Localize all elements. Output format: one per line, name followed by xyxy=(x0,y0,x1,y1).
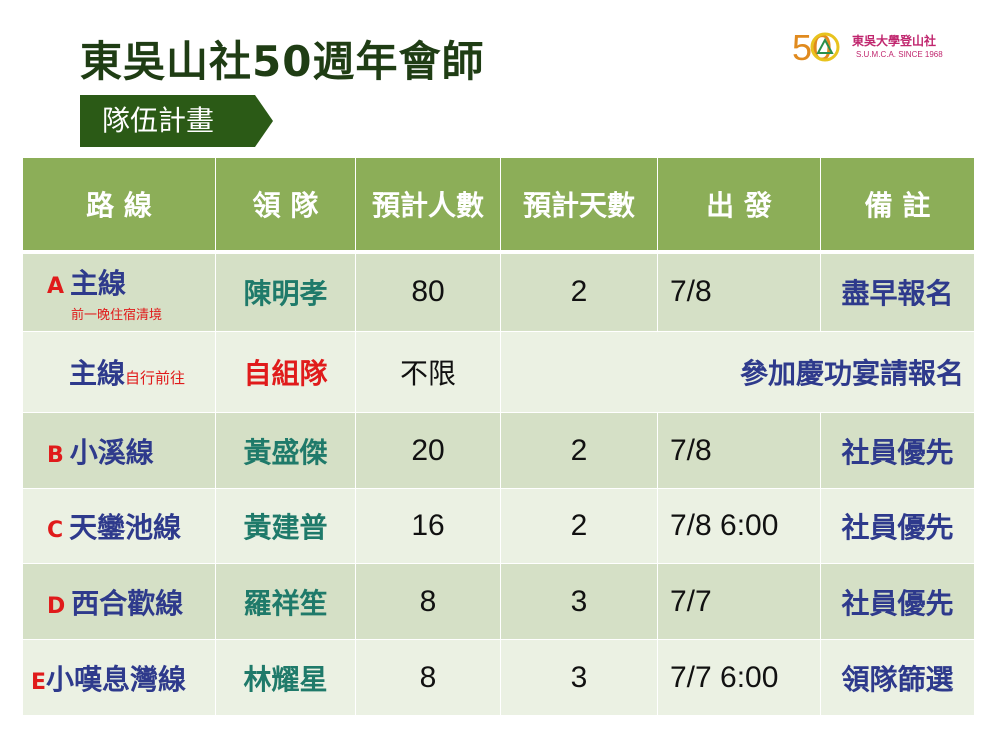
table-row: E小嘆息灣線 林耀星 8 3 7/7 6:00 領隊篩選 xyxy=(22,639,975,716)
days-cell: 3 xyxy=(500,639,658,716)
leader-cell: 自組隊 xyxy=(215,331,356,413)
route-letter: C xyxy=(47,518,64,543)
route-letter: A xyxy=(47,273,65,299)
route-cell: E小嘆息灣線 xyxy=(22,639,216,716)
remark-cell: 社員優先 xyxy=(820,488,975,564)
route-note: 前一晚住宿清境 xyxy=(71,307,163,323)
leader-cell: 陳明孝 xyxy=(215,251,356,332)
team-plan-table: 路 線 領 隊 預計人數 預計天數 出 發 備 註 A 主線 前一晚住宿清境 陳明… xyxy=(22,157,975,716)
days-cell: 2 xyxy=(500,251,658,332)
remark-cell: 社員優先 xyxy=(820,412,975,489)
table-row: A 主線 前一晚住宿清境 陳明孝 80 2 7/8 盡早報名 xyxy=(22,251,975,332)
route-cell: A 主線 前一晚住宿清境 xyxy=(22,251,216,332)
depart-cell: 7/8 6:00 xyxy=(657,488,821,564)
remark-cell: 盡早報名 xyxy=(820,251,975,332)
people-cell: 16 xyxy=(355,488,501,564)
header-leader: 領 隊 xyxy=(215,157,356,254)
days-cell: 3 xyxy=(500,563,658,640)
people-cell: 8 xyxy=(355,563,501,640)
page-title: 東吳山社50週年會師 xyxy=(80,37,485,86)
leader-cell: 林耀星 xyxy=(215,639,356,716)
table-header-row: 路 線 領 隊 預計人數 預計天數 出 發 備 註 xyxy=(22,157,975,254)
route-note: 自行前往 xyxy=(125,369,186,387)
depart-cell: 7/7 6:00 xyxy=(657,639,821,716)
logo-club-name: 東吳大學登山社 xyxy=(852,34,937,48)
route-letter: B xyxy=(47,442,64,468)
header-days: 預計天數 xyxy=(500,157,658,254)
table-row: C 天鑾池線 黃建普 16 2 7/8 6:00 社員優先 xyxy=(22,488,975,564)
route-name: 主線 xyxy=(69,357,126,390)
depart-cell: 7/8 xyxy=(657,412,821,489)
days-cell: 2 xyxy=(500,488,658,564)
logo-subtitle: S.U.M.C.A. SINCE 1968 xyxy=(856,50,943,59)
route-name: 西合歡線 xyxy=(71,586,184,620)
table-row: D 西合歡線 羅祥笙 8 3 7/7 社員優先 xyxy=(22,563,975,640)
leader-cell: 羅祥笙 xyxy=(215,563,356,640)
remark-cell: 社員優先 xyxy=(820,563,975,640)
people-cell: 8 xyxy=(355,639,501,716)
route-name: 主線 xyxy=(70,266,127,300)
club-logo: 50 東吳大學登山社 S.U.M.C.A. SINCE 1968 xyxy=(792,28,952,72)
table-row: B 小溪線 黃盛傑 20 2 7/8 社員優先 xyxy=(22,412,975,489)
route-name: 小溪線 xyxy=(69,435,154,469)
header-route: 路 線 xyxy=(22,157,216,254)
route-letter: D xyxy=(47,593,66,619)
mountain-ring-icon xyxy=(810,32,840,62)
route-cell: D 西合歡線 xyxy=(22,563,216,640)
people-cell: 不限 xyxy=(355,331,501,413)
people-cell: 80 xyxy=(355,251,501,332)
section-tag: 隊伍計畫 xyxy=(80,95,273,147)
route-name: 小嘆息灣線 xyxy=(46,662,187,696)
depart-cell: 7/7 xyxy=(657,563,821,640)
route-cell: 主線自行前往 xyxy=(22,331,216,413)
table-row: 主線自行前往 自組隊 不限 參加慶功宴請報名 xyxy=(22,331,975,413)
route-name: 天鑾池線 xyxy=(69,511,182,544)
remark-cell: 領隊篩選 xyxy=(820,639,975,716)
route-letter: E xyxy=(31,669,47,695)
header-depart: 出 發 xyxy=(657,157,821,254)
leader-cell: 黃建普 xyxy=(215,488,356,564)
route-cell: B 小溪線 xyxy=(22,412,216,489)
header-remark: 備 註 xyxy=(820,157,975,254)
days-cell: 2 xyxy=(500,412,658,489)
remark-cell: 參加慶功宴請報名 xyxy=(500,331,975,413)
depart-cell: 7/8 xyxy=(657,251,821,332)
header-people: 預計人數 xyxy=(355,157,501,254)
leader-cell: 黃盛傑 xyxy=(215,412,356,489)
people-cell: 20 xyxy=(355,412,501,489)
route-cell: C 天鑾池線 xyxy=(22,488,216,564)
